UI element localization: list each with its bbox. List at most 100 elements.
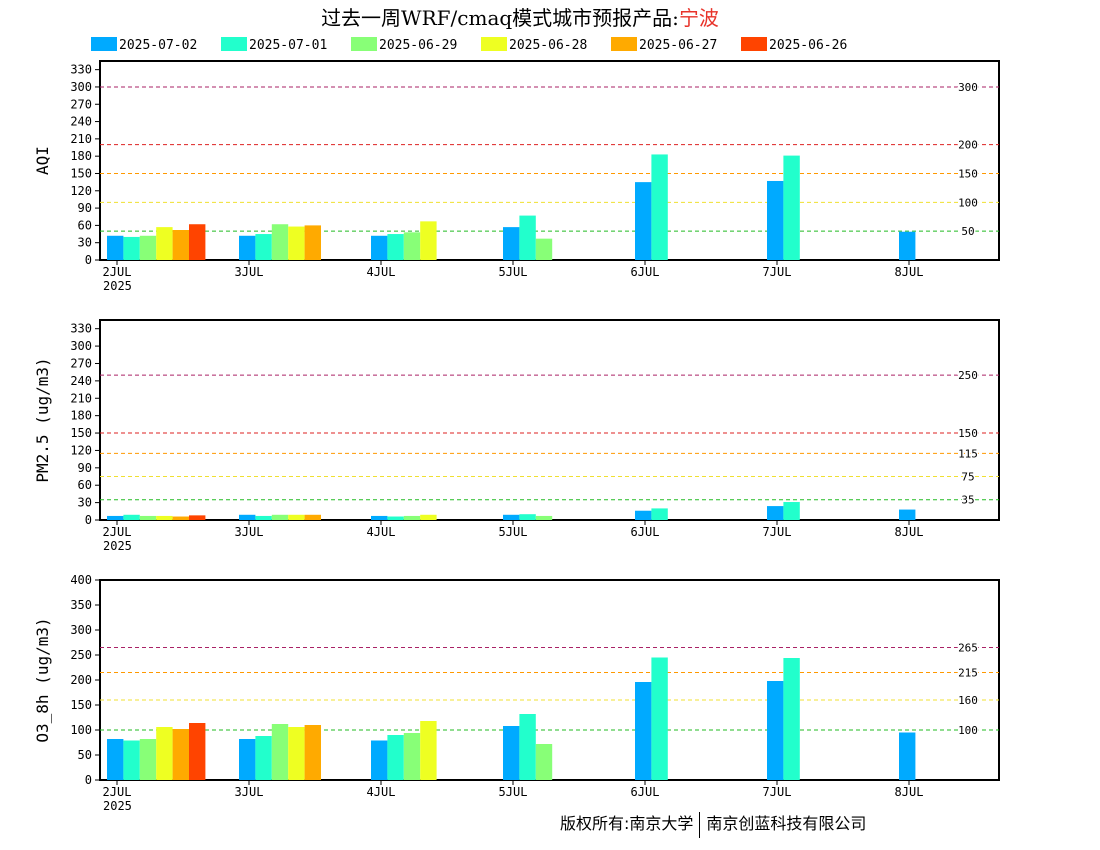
bar — [139, 515, 157, 520]
bar — [371, 515, 388, 520]
legend-swatch — [741, 37, 767, 51]
y-tick-label: 240 — [70, 374, 92, 388]
y-tick-label: 180 — [70, 149, 92, 163]
legend-label: 2025-06-28 — [509, 38, 587, 53]
bar — [767, 506, 784, 520]
threshold-label: 100 — [958, 196, 978, 209]
threshold-label: 100 — [958, 724, 978, 737]
y-tick-label: 180 — [70, 409, 92, 423]
bar — [288, 727, 305, 780]
legend-label: 2025-06-27 — [639, 38, 717, 53]
bar — [107, 235, 124, 260]
y-tick-label: 30 — [78, 496, 92, 510]
year-label: 2025 — [103, 799, 132, 813]
bar — [535, 744, 553, 780]
y-tick-label: 240 — [70, 115, 92, 129]
bar — [156, 515, 173, 520]
bar — [519, 714, 536, 780]
bar — [503, 514, 520, 520]
copyright-right: 南京创蓝科技有限公司 — [706, 814, 867, 833]
threshold-label: 250 — [958, 369, 978, 382]
bar — [519, 215, 536, 260]
y-tick-label: 300 — [70, 339, 92, 353]
bar — [767, 180, 784, 260]
bar — [189, 224, 206, 260]
bar — [172, 230, 189, 260]
bar — [107, 739, 124, 780]
bar — [255, 736, 272, 780]
y-axis-label: PM2.5 (ug/m3) — [33, 357, 52, 482]
bar — [503, 227, 520, 260]
x-tick-label: 6JUL — [631, 265, 660, 279]
page-title: 过去一周WRF/cmaq模式城市预报产品:宁波 — [0, 2, 1040, 31]
x-tick-label: 3JUL — [235, 785, 264, 799]
legend-swatch — [611, 37, 637, 51]
bar — [271, 514, 289, 520]
y-tick-label: 350 — [70, 598, 92, 612]
bar — [635, 510, 652, 520]
y-tick-label: 210 — [70, 391, 92, 405]
bar — [239, 235, 256, 260]
bar — [783, 155, 800, 260]
footer-divider — [699, 811, 701, 838]
bar — [651, 657, 668, 780]
x-tick-label: 4JUL — [367, 265, 396, 279]
year-label: 2025 — [103, 539, 132, 553]
bar — [123, 514, 140, 520]
y-tick-label: 60 — [78, 478, 92, 492]
x-tick-label: 5JUL — [499, 265, 528, 279]
bar — [420, 514, 437, 520]
y-tick-label: 90 — [78, 461, 92, 475]
legend-label: 2025-06-29 — [379, 38, 457, 53]
bar — [403, 232, 421, 260]
bar — [123, 236, 140, 260]
y-tick-label: 150 — [70, 166, 92, 180]
legend-label: 2025-07-02 — [119, 38, 197, 53]
threshold-label: 115 — [958, 447, 978, 460]
plot-frame — [99, 319, 1000, 521]
plot-frame — [99, 60, 1000, 261]
y-tick-label: 200 — [70, 673, 92, 687]
bar — [288, 226, 305, 260]
y-tick-label: 100 — [70, 723, 92, 737]
bar — [172, 516, 189, 520]
bar — [239, 739, 256, 780]
bar — [519, 514, 536, 520]
y-tick-label: 50 — [78, 748, 92, 762]
legend-label: 2025-07-01 — [249, 38, 327, 53]
legend-label: 2025-06-26 — [769, 38, 847, 53]
title-city: 宁波 — [678, 6, 719, 30]
bar — [304, 514, 321, 520]
legend-swatch — [221, 37, 247, 51]
x-tick-label: 7JUL — [763, 785, 792, 799]
bar — [535, 238, 553, 260]
x-tick-label: 8JUL — [895, 265, 924, 279]
threshold-label: 265 — [958, 642, 978, 655]
threshold-label: 75 — [961, 471, 974, 484]
y-tick-label: 90 — [78, 201, 92, 215]
y-tick-label: 330 — [70, 63, 92, 77]
x-tick-label: 4JUL — [367, 785, 396, 799]
legend-swatch — [351, 37, 377, 51]
bar — [635, 182, 652, 260]
x-tick-label: 5JUL — [499, 785, 528, 799]
x-tick-label: 8JUL — [895, 525, 924, 539]
y-tick-label: 400 — [70, 573, 92, 587]
x-tick-label: 7JUL — [763, 265, 792, 279]
bar — [107, 515, 124, 520]
threshold-label: 300 — [958, 81, 978, 94]
threshold-label: 150 — [958, 167, 978, 180]
bar — [767, 681, 784, 780]
y-tick-label: 0 — [85, 253, 92, 267]
bar — [387, 234, 404, 260]
bar — [403, 515, 421, 520]
threshold-label: 35 — [961, 494, 974, 507]
bar — [535, 515, 553, 520]
y-tick-label: 270 — [70, 97, 92, 111]
bar — [783, 502, 800, 520]
title-prefix: 过去一周WRF/cmaq模式城市预报产品: — [321, 6, 679, 30]
y-tick-label: 0 — [85, 513, 92, 527]
bar — [255, 515, 272, 520]
x-tick-label: 6JUL — [631, 525, 660, 539]
